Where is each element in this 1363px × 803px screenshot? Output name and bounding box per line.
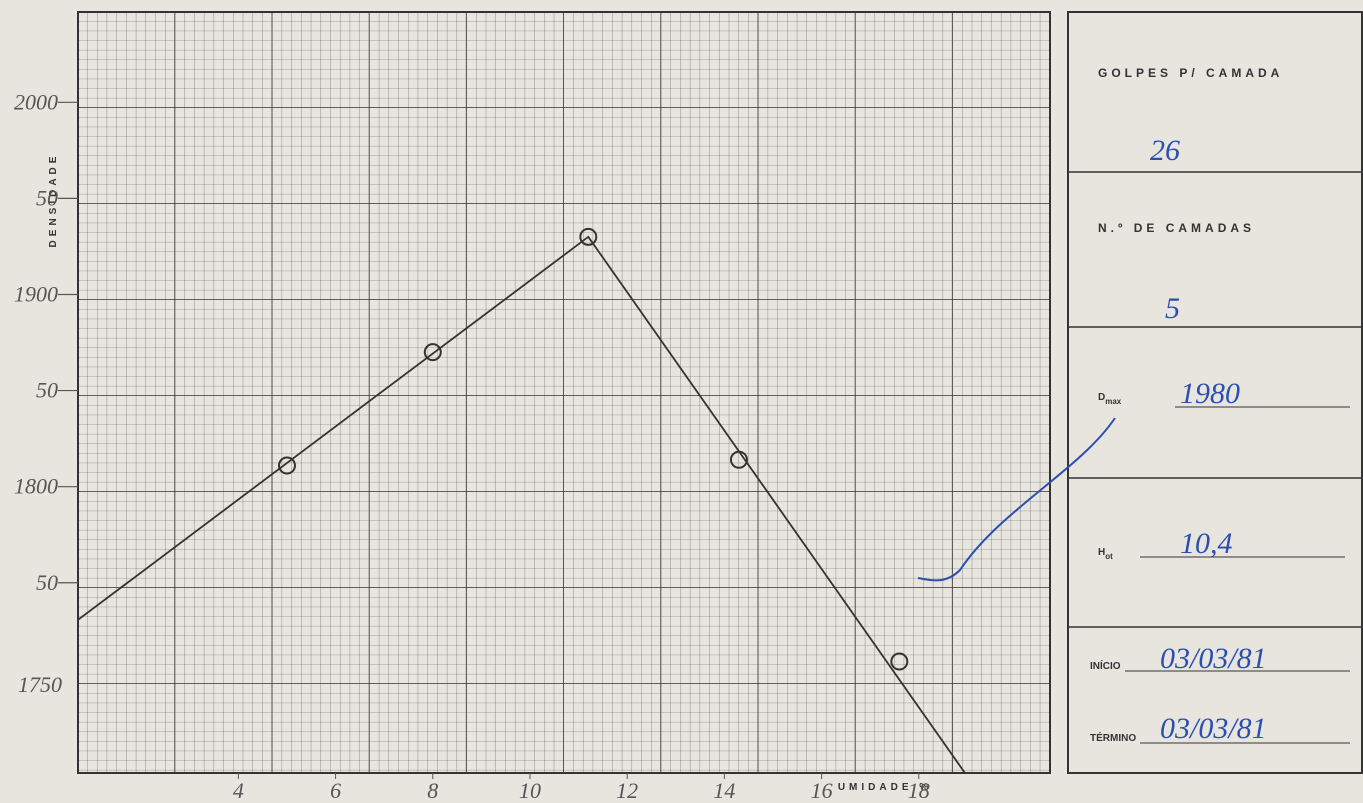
chart: DENSIDADE UMIDADE % 1750 GOLPES P/ CAMAD… [0, 0, 1363, 803]
label-sub: max [1105, 397, 1122, 406]
x-tick-label: 18 [908, 778, 930, 803]
y-tick-label: 1900 [14, 281, 58, 306]
x-tick-label: 8 [427, 778, 438, 803]
field-value: 1980 [1180, 377, 1240, 410]
field-label: N.º DE CAMADAS [1098, 221, 1255, 235]
x-tick-label: 14 [713, 778, 735, 803]
x-tick-label: 10 [519, 778, 541, 803]
field-value: 5 [1165, 292, 1180, 325]
x-tick-label: 16 [811, 778, 833, 803]
plot-area [78, 12, 1050, 773]
y-tick-label: 2000 [14, 89, 58, 114]
major-grid [78, 12, 1050, 773]
x-tick-label: 4 [233, 778, 244, 803]
label-main: D [1098, 392, 1105, 403]
annotation: 1750 [18, 672, 62, 697]
field-value: 26 [1150, 134, 1180, 167]
y-tick-label: 50 [36, 185, 58, 210]
field-value: 03/03/81 [1160, 642, 1267, 675]
x-tick-label: 6 [330, 778, 341, 803]
x-tick-label: 12 [616, 778, 638, 803]
field-label: TÉRMINO [1090, 731, 1136, 744]
label-sub: ot [1105, 552, 1113, 561]
field-label: INÍCIO [1090, 659, 1121, 672]
y-tick-label: 1800 [14, 474, 58, 499]
field-value: 03/03/81 [1160, 712, 1267, 745]
y-tick-label: 50 [36, 378, 58, 403]
field-label: GOLPES P/ CAMADA [1098, 66, 1283, 80]
y-tick-label: 50 [36, 570, 58, 595]
label-main: H [1098, 547, 1105, 558]
field-value: 10,4 [1180, 527, 1233, 560]
